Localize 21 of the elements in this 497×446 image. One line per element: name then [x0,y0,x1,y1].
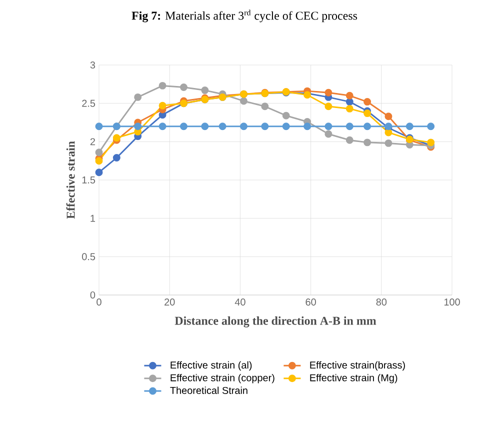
x-tick-label: 20 [164,298,175,306]
legend-label: Theoretical Strain [170,386,248,394]
y-tick-label: 0.5 [82,253,96,260]
y-tick-label: 3 [90,61,96,69]
x-tick-label: 0 [96,298,102,306]
y-tick-label: 1.5 [82,176,96,184]
x-tick-label: 100 [444,298,460,306]
legend-label: Effective strain (al) [170,361,252,371]
x-tick-label: 80 [376,298,387,306]
y-tick-label: 0 [90,291,96,299]
legend-label: Effective strain(brass) [310,361,405,371]
x-tick-label: 60 [306,298,316,306]
x-tick-label: 40 [234,298,246,306]
legend-label: Effective strain (Mg) [310,374,398,384]
legend-label: Effective strain (copper) [170,374,274,384]
y-tick-label: 2 [90,138,95,146]
x-axis-title: Distance along the direction A-B in mm [174,316,376,328]
y-axis-title: Effective strain [66,141,75,219]
y-tick-label: 1 [90,214,95,222]
chart-title: Fig 7: Materials after 3$^{rd}$ cycle of CEC process [132,10,358,22]
y-tick-label: 2.5 [82,100,96,107]
